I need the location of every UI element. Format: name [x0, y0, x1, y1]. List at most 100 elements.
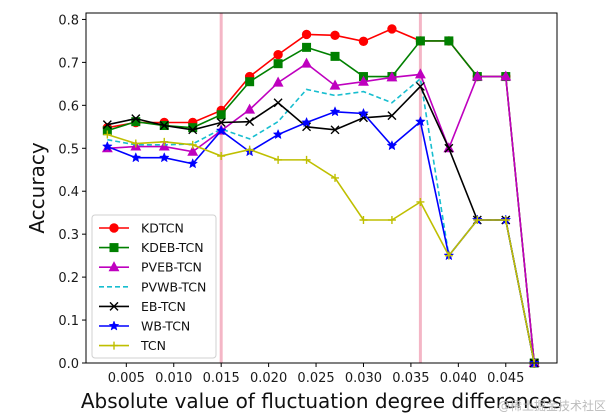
point-kdeb-tcn: [415, 36, 425, 46]
point-eb-tcn: [330, 125, 340, 135]
x-tick-label: 0.040: [440, 371, 477, 386]
point-wb-tcn: [386, 140, 398, 151]
point-wb-tcn: [187, 158, 199, 169]
x-axis: 0.005 0.010 0.015 0.020 0.025 0.030 0.035 0.040…: [108, 363, 524, 386]
point-tcn: [103, 130, 112, 139]
line-eb-tcn: [107, 85, 536, 364]
point-pveb-tcn: [187, 145, 199, 156]
point-tcn: [245, 145, 254, 154]
y-tick-label: 0.0: [58, 357, 79, 372]
point-eb-tcn: [415, 81, 425, 91]
series-layer: [101, 24, 540, 368]
y-tick-label: 0.6: [58, 99, 79, 114]
point-kdeb-tcn: [444, 36, 454, 46]
point-pveb-tcn: [471, 70, 483, 81]
y-axis: 0.0 0.1 0.2 0.3 0.4 0.5 0.6 0.7 0.8: [58, 13, 86, 372]
legend-item-wb-tcn: WB-TCN: [99, 319, 190, 334]
legend-marker: [108, 261, 120, 272]
legend-label: TCN: [140, 338, 166, 353]
x-tick-label: 0.005: [108, 371, 145, 386]
legend-marker: [109, 243, 119, 253]
point-pveb-tcn: [301, 57, 312, 68]
point-kdtcn: [330, 30, 340, 41]
point-eb-tcn: [159, 121, 169, 131]
legend-item-pvwb-tcn: PVWB-TCN: [99, 279, 206, 294]
x-tick-label: 0.025: [297, 371, 334, 386]
line-pveb-tcn: [107, 62, 536, 364]
point-wb-tcn: [415, 115, 426, 127]
x-tick-label: 0.030: [345, 371, 382, 386]
point-wb-tcn: [101, 140, 113, 152]
y-tick-label: 0.8: [58, 13, 79, 28]
point-pveb-tcn: [414, 68, 426, 79]
point-tcn: [217, 152, 226, 161]
point-pveb-tcn: [386, 71, 398, 82]
point-eb-tcn: [387, 111, 397, 121]
x-tick-label: 0.015: [203, 371, 240, 386]
legend-item-tcn: TCN: [99, 338, 166, 353]
point-tcn: [274, 155, 283, 164]
point-kdtcn: [358, 36, 369, 47]
legend-item-eb-tcn: EB-TCN: [99, 299, 186, 314]
reference-lines: [219, 13, 422, 363]
point-tcn: [131, 139, 140, 148]
x-tick-label: 0.045: [487, 371, 524, 386]
point-tcn: [160, 137, 169, 146]
point-wb-tcn: [329, 106, 341, 117]
point-wb-tcn: [272, 128, 284, 140]
x-tick-label: 0.010: [155, 371, 192, 386]
point-eb-tcn: [358, 113, 368, 123]
plot-frame: [85, 12, 558, 364]
y-tick-label: 0.4: [58, 185, 79, 200]
point-kdeb-tcn: [330, 51, 340, 61]
legend-box: [91, 214, 217, 359]
point-eb-tcn: [102, 120, 112, 130]
point-pveb-tcn: [500, 70, 512, 81]
point-kdtcn: [273, 49, 283, 60]
point-tcn: [416, 197, 425, 206]
point-eb-tcn: [216, 118, 226, 128]
point-tcn: [501, 215, 510, 224]
y-tick-label: 0.3: [58, 228, 79, 243]
y-tick-label: 0.5: [58, 142, 79, 157]
series-tcn: [103, 130, 539, 367]
point-kdeb-tcn: [188, 123, 198, 133]
point-wb-tcn: [158, 152, 170, 163]
legend-marker: [108, 320, 120, 331]
point-tcn: [387, 215, 396, 224]
line-tcn: [107, 133, 536, 364]
point-pveb-tcn: [329, 79, 341, 90]
x-tick-label: 0.035: [392, 371, 429, 386]
legend-marker: [109, 301, 119, 311]
point-kdeb-tcn: [216, 110, 226, 120]
legend-label: WB-TCN: [141, 319, 190, 334]
point-tcn: [188, 140, 197, 149]
y-tick-label: 0.2: [58, 271, 79, 286]
point-tcn: [331, 173, 340, 182]
point-wb-tcn: [301, 116, 312, 128]
x-tick-label: 0.020: [250, 371, 287, 386]
point-wb-tcn: [215, 124, 227, 136]
point-tcn: [473, 215, 482, 224]
point-kdeb-tcn: [302, 42, 312, 52]
legend-item-pveb-tcn: PVEB-TCN: [99, 260, 202, 275]
point-eb-tcn: [131, 114, 141, 124]
point-eb-tcn: [444, 143, 454, 153]
point-tcn: [359, 215, 368, 224]
legend: KDTCN KDEB-TCN PVEB-TCN PVWB-TCN EB-TCN WB-TC…: [91, 214, 217, 359]
watermark: @稀土掘金技术社区: [498, 398, 606, 413]
point-kdtcn: [387, 24, 397, 34]
point-kdeb-tcn: [131, 117, 141, 127]
point-eb-tcn: [188, 125, 198, 135]
point-pveb-tcn: [272, 76, 284, 87]
legend-item-kdtcn: KDTCN: [99, 221, 184, 236]
point-kdeb-tcn: [245, 77, 255, 87]
point-tcn: [302, 155, 311, 164]
point-pveb-tcn: [358, 75, 369, 86]
line-kdeb-tcn: [107, 40, 536, 364]
legend-marker: [110, 341, 118, 350]
point-tcn: [444, 251, 453, 260]
legend-item-kdeb-tcn: KDEB-TCN: [99, 240, 204, 255]
y-axis-label: Accuracy: [25, 142, 49, 233]
